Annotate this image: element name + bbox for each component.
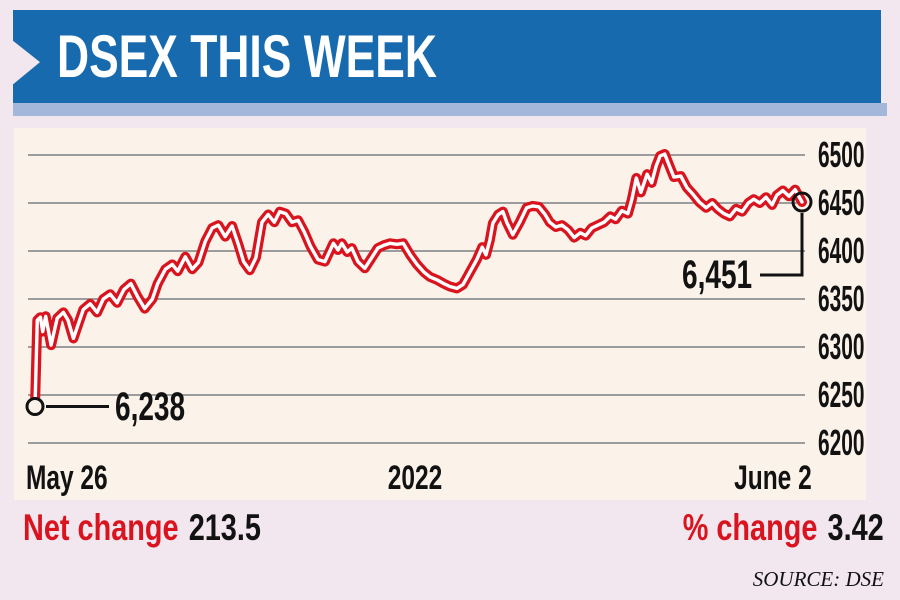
- x-axis-label-year: 2022: [387, 459, 443, 497]
- end-point-marker: [791, 191, 813, 213]
- net-change-label: Net change: [23, 507, 179, 548]
- net-change-value: 213.5: [188, 507, 261, 548]
- pct-change-value: 3.42: [827, 507, 884, 548]
- pct-change-stat: % change 3.42: [683, 509, 884, 546]
- page-title: DSEX THIS WEEK: [57, 22, 437, 90]
- y-axis-tick: 6300: [818, 326, 865, 367]
- end-value-callout-label: 6,451: [681, 253, 752, 297]
- dsex-line-core: [33, 152, 804, 409]
- end-callout-line: [760, 213, 804, 277]
- chart-svg: [25, 149, 813, 444]
- y-axis-tick: 6400: [818, 230, 865, 271]
- y-axis-tick: 6250: [818, 374, 865, 415]
- pct-change-label: % change: [682, 507, 818, 548]
- net-change-stat: Net change 213.5: [23, 509, 261, 546]
- y-axis-tick: 6450: [818, 182, 865, 223]
- header-banner-underline: [13, 103, 887, 116]
- x-axis-label-start: May 26: [26, 459, 108, 497]
- y-axis-tick: 6200: [818, 422, 865, 463]
- chart-panel: 6500 6450 6400 6350 6300 6250 6200 May 26 2022…: [14, 128, 866, 500]
- x-axis-label-end: June 2: [734, 459, 812, 497]
- source-credit: SOURCE: DSE: [752, 567, 884, 591]
- header-banner: DSEX THIS WEEK: [13, 10, 881, 103]
- start-value-callout-label: 6,238: [115, 384, 186, 429]
- start-point-marker: [25, 397, 45, 417]
- y-axis-tick: 6500: [818, 134, 865, 175]
- y-axis-tick: 6350: [818, 278, 865, 319]
